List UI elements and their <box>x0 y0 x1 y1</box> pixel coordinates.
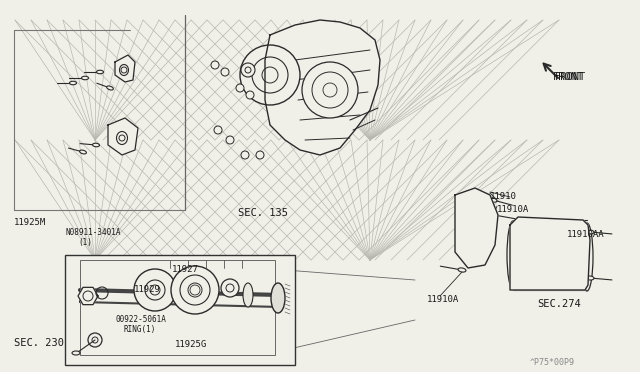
Ellipse shape <box>134 269 176 311</box>
Text: ^P75*00P9: ^P75*00P9 <box>530 358 575 367</box>
Circle shape <box>302 62 358 118</box>
Ellipse shape <box>490 213 498 217</box>
Circle shape <box>88 333 102 347</box>
Circle shape <box>221 68 229 76</box>
Text: 11927: 11927 <box>172 265 199 274</box>
Circle shape <box>214 126 222 134</box>
Text: N08911-3401A: N08911-3401A <box>65 228 120 237</box>
Text: SEC. 135: SEC. 135 <box>238 208 288 218</box>
Ellipse shape <box>507 221 519 289</box>
Ellipse shape <box>72 351 80 355</box>
Circle shape <box>236 84 244 92</box>
Text: 00922-5061A: 00922-5061A <box>116 315 167 324</box>
Text: 11910A: 11910A <box>427 295 460 304</box>
Ellipse shape <box>581 223 593 291</box>
Text: 11910: 11910 <box>490 192 517 201</box>
Ellipse shape <box>226 284 234 292</box>
Polygon shape <box>265 20 380 155</box>
Text: FRONT: FRONT <box>555 72 586 82</box>
Ellipse shape <box>586 276 594 280</box>
Circle shape <box>241 63 255 77</box>
Text: SEC.274: SEC.274 <box>537 299 580 309</box>
Text: 11910AA: 11910AA <box>567 230 605 239</box>
Text: (1): (1) <box>78 238 92 247</box>
Ellipse shape <box>93 143 99 147</box>
Circle shape <box>256 151 264 159</box>
Polygon shape <box>510 217 590 290</box>
Ellipse shape <box>489 198 497 202</box>
Text: SEC. 230: SEC. 230 <box>14 338 64 348</box>
Circle shape <box>246 91 254 99</box>
Ellipse shape <box>180 275 210 305</box>
Text: 11925G: 11925G <box>175 340 207 349</box>
Ellipse shape <box>70 81 77 85</box>
Text: FRONT: FRONT <box>553 72 584 82</box>
Ellipse shape <box>221 279 239 297</box>
Ellipse shape <box>97 70 104 74</box>
Polygon shape <box>78 287 98 305</box>
Ellipse shape <box>145 280 165 300</box>
Bar <box>80 260 275 355</box>
Circle shape <box>240 45 300 105</box>
Ellipse shape <box>79 150 86 154</box>
Circle shape <box>211 61 219 69</box>
Ellipse shape <box>107 86 113 90</box>
Ellipse shape <box>81 76 88 80</box>
Polygon shape <box>115 55 135 82</box>
Ellipse shape <box>188 283 202 297</box>
Ellipse shape <box>171 266 219 314</box>
Ellipse shape <box>271 283 285 313</box>
Circle shape <box>241 151 249 159</box>
Circle shape <box>226 136 234 144</box>
Text: 11910A: 11910A <box>497 205 529 214</box>
Polygon shape <box>455 188 498 268</box>
Text: 11925M: 11925M <box>14 218 46 227</box>
Ellipse shape <box>243 283 253 307</box>
Text: RING(1): RING(1) <box>124 325 156 334</box>
Text: 11929: 11929 <box>134 285 161 294</box>
Polygon shape <box>108 118 138 155</box>
Ellipse shape <box>458 268 466 272</box>
Ellipse shape <box>586 230 594 234</box>
Bar <box>65 255 295 365</box>
